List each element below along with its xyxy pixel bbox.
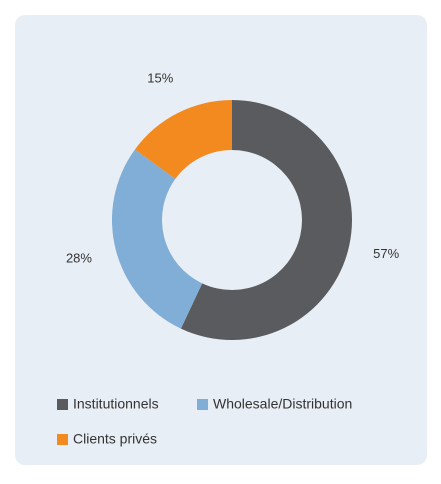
- legend-swatch: [57, 434, 68, 445]
- donut-slice: [180, 100, 352, 341]
- data-label: 15%: [147, 71, 173, 86]
- donut-slice: [134, 100, 232, 179]
- donut-slice: [112, 149, 203, 329]
- legend-label: Wholesale/Distribution: [213, 396, 352, 412]
- legend-swatch: [197, 399, 208, 410]
- legend-label: Clients privés: [73, 431, 157, 447]
- card: [15, 15, 427, 465]
- data-label: 28%: [66, 251, 92, 266]
- legend-swatch: [57, 399, 68, 410]
- data-label: 57%: [373, 246, 399, 261]
- legend-label: Institutionnels: [73, 396, 159, 412]
